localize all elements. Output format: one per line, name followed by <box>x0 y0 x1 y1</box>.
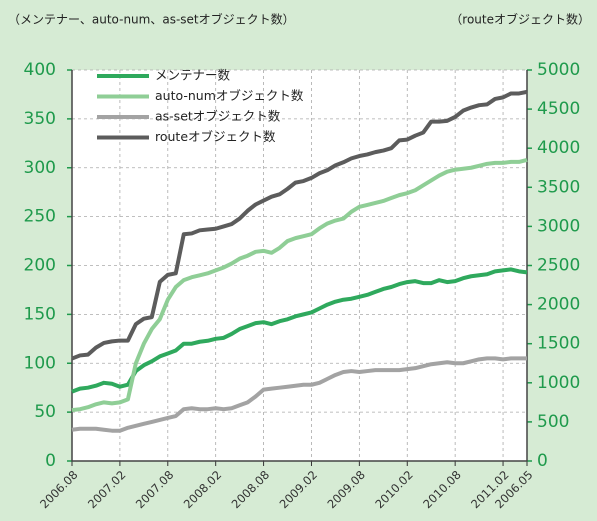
y-tick-label: 0 <box>45 451 56 471</box>
y-tick-label: 300 <box>24 158 56 178</box>
legend-label: メンテナー数 <box>155 68 231 83</box>
y-axis-title: （メンテナー、auto-num、as-setオブジェクト数） <box>8 12 295 27</box>
legend-label: auto-numオブジェクト数 <box>155 88 304 103</box>
y-tick-label: 200 <box>24 256 56 276</box>
y-tick-label: 150 <box>24 304 56 324</box>
y2-tick-label: 3000 <box>537 216 580 236</box>
y2-tick-label: 5000 <box>537 60 580 80</box>
series-line <box>71 157 528 413</box>
y-tick-label: 400 <box>24 60 56 80</box>
y2-tick-label: 1500 <box>537 334 580 354</box>
y2-axis-title: （routeオブジェクト数） <box>450 12 590 27</box>
y-tick-label: 350 <box>24 109 56 129</box>
y-tick-label: 100 <box>24 353 56 373</box>
legend-label: routeオブジェクト数 <box>155 129 276 144</box>
y-tick-label: 50 <box>34 402 56 422</box>
y2-tick-label: 4500 <box>537 99 580 119</box>
y2-tick-label: 2000 <box>537 295 580 315</box>
series-line <box>71 267 528 394</box>
y2-tick-label: 3500 <box>537 177 580 197</box>
y2-tick-label: 0 <box>537 451 548 471</box>
y2-tick-label: 2500 <box>537 256 580 276</box>
y2-tick-label: 1000 <box>537 373 580 393</box>
y-tick-label: 250 <box>24 207 56 227</box>
legend-label: as-setオブジェクト数 <box>155 109 281 124</box>
series-line <box>71 89 528 361</box>
y2-tick-label: 500 <box>537 412 569 432</box>
series-line <box>71 356 527 433</box>
y2-tick-label: 4000 <box>537 138 580 158</box>
